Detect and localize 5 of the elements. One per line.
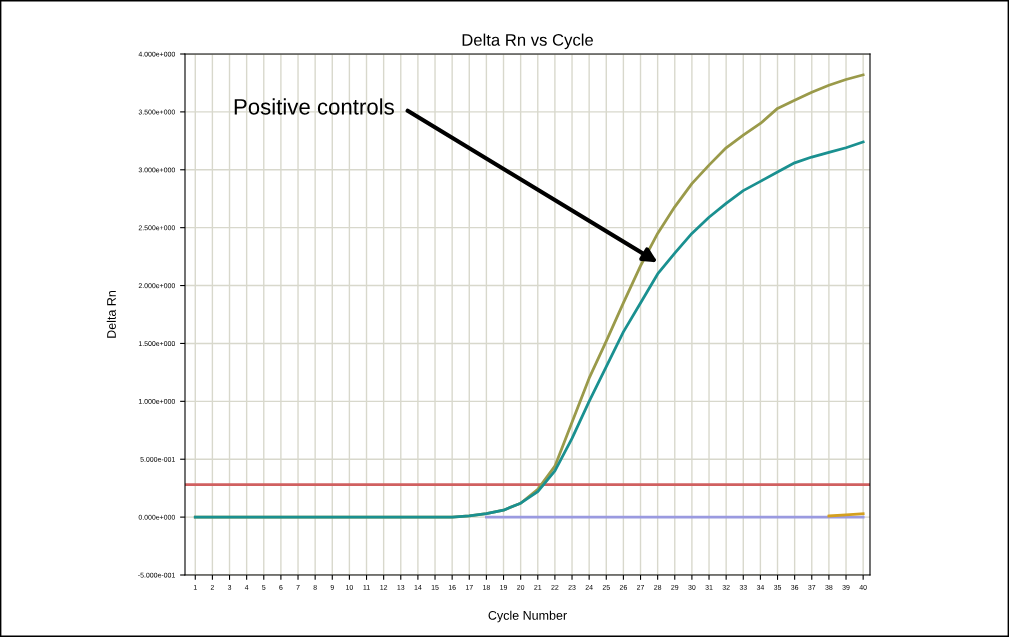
annotation: Positive controls: [234, 98, 394, 115]
x-axis-title: Cycle Number: [488, 610, 567, 623]
line-series: [193, 140, 865, 519]
y-axis-title: Delta Rn: [106, 290, 116, 338]
chart-title: Delta Rn vs Cycle: [462, 33, 593, 50]
